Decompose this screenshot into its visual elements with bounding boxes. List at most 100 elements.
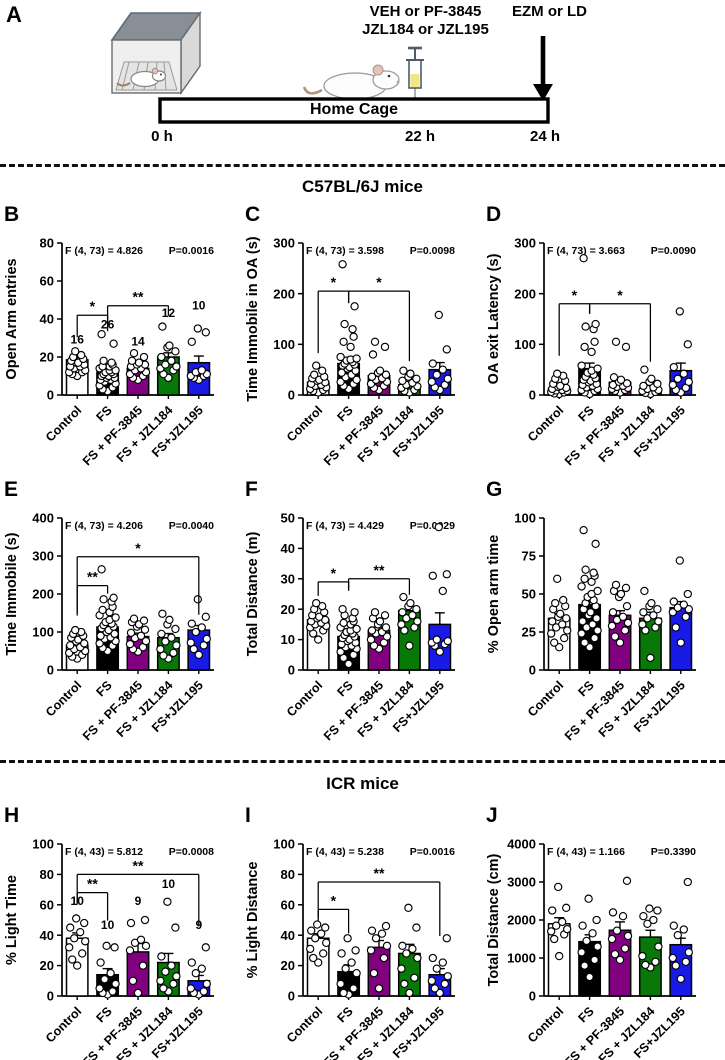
panel-f-plot: 0 10 20 30 40 50 Total Distance (m) F (4, 73) =… [245,511,455,744]
n-label: 10 [192,299,206,313]
data-point [442,934,451,943]
data-point [552,921,561,930]
scatter-Control [306,361,331,397]
data-point [577,629,586,638]
home-cage-label: Home Cage [309,101,399,118]
data-point [673,374,682,383]
data-point [339,988,348,998]
data-point [156,976,165,985]
data-point [590,337,599,346]
data-point [107,358,116,367]
data-point [432,964,441,973]
data-point [172,641,181,650]
panel-letter-J: J [486,804,498,827]
data-point [194,650,203,659]
data-point [368,350,378,359]
data-point [141,636,151,646]
scatter-FS+JZL195 [668,877,693,984]
data-point [547,629,556,638]
panel-i-plot: 0 20 40 60 80 100 % Light Distance F (4, 43) = … [245,837,455,1060]
data-point [607,934,617,944]
data-point [578,921,587,930]
data-point [669,921,678,930]
data-point [556,609,565,618]
scatter-FS + PF-3845 [607,876,633,965]
data-point [70,934,79,943]
data-point [370,337,380,346]
sig-stars: ** [374,562,385,578]
data-point [653,379,662,389]
scatter-FS + PF-3845 [607,580,633,647]
y-axis-title: Total Distance (m) [245,532,261,657]
scatter-FS [336,605,361,669]
time-0h-label: 0 h [151,128,173,145]
sig-stars: ** [133,289,144,305]
y-tick-label: 300 [514,236,536,251]
data-point [681,612,690,621]
sig-bracket: ** [76,857,200,927]
data-point [551,598,560,608]
data-point [350,302,359,311]
y-axis-title: Time Immobile in OA (s) [245,236,261,401]
data-point [428,359,437,368]
panel-letter-A: A [6,2,22,27]
data-point [553,574,562,583]
data-point [593,942,602,951]
data-point [622,601,632,611]
data-point [375,617,385,626]
y-tick-label: 200 [273,286,295,301]
data-point [438,365,447,374]
x-category-label: Control [284,678,325,719]
data-point [402,949,411,958]
y-tick-label: 100 [273,837,295,852]
data-point [339,618,348,628]
scatter-FS [577,254,602,399]
panel-letter-E: E [4,478,19,501]
x-category-label: FS [576,403,597,424]
data-point [366,635,376,644]
data-point [399,366,408,375]
data-point [553,369,562,378]
data-point [321,923,330,932]
scatter-FS + PF-3845 [366,337,392,395]
data-point [640,365,649,374]
sig-stars: ** [374,865,385,881]
timeline-bar [158,97,550,124]
x-category-label: Control [284,403,325,444]
data-point [668,608,677,617]
data-point [201,328,210,337]
x-category-label: Control [43,1004,84,1045]
panel-letter-D: D [486,203,502,226]
data-point [380,611,390,620]
data-point [621,583,631,593]
data-point [381,921,391,931]
data-point [65,943,74,952]
scatter-FS [577,894,602,982]
data-point [76,927,85,937]
data-point [128,976,138,985]
y-tick-label: 4000 [507,837,536,852]
data-point [547,927,556,936]
data-point [651,957,660,966]
data-point [397,964,406,973]
y-axis-title: Total Distance (cm) [486,853,502,986]
data-point [400,979,409,989]
y-tick-label: 100 [514,511,536,526]
y-tick-label: 0 [529,388,536,403]
data-point [654,617,663,626]
y-tick-label: 20 [40,958,54,973]
data-point [620,626,630,635]
y-tick-label: 200 [514,286,536,301]
time-22h-label: 22 h [404,128,435,145]
data-point [159,984,168,993]
data-point [577,582,586,591]
data-point [577,948,586,957]
y-tick-label: 0 [47,989,54,1004]
data-point [382,632,392,641]
data-point [95,984,104,993]
y-axis-title: Time Immobile (s) [4,532,20,655]
data-point [608,908,618,917]
data-point [669,597,678,606]
y-tick-label: 20 [281,958,295,973]
data-point [646,653,655,663]
